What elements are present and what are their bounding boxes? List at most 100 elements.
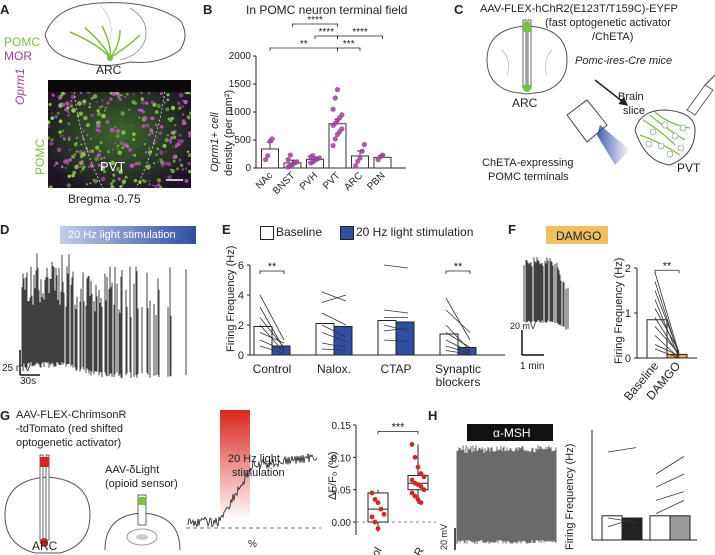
scale-y-d: 25 mV: [2, 364, 31, 374]
drug-label-f: DAMGO: [556, 230, 601, 242]
micrograph-cell: [116, 129, 121, 134]
chart-f-ylabel: Firing Frequency (Hz): [614, 258, 625, 364]
micrograph-cell: [101, 100, 103, 102]
micrograph-cell: [114, 126, 116, 128]
chart-h-pair-line: [608, 448, 636, 452]
chart-g-point: [376, 526, 381, 531]
chart-f-sig-label: **: [663, 260, 672, 272]
micrograph-cell: [144, 143, 146, 145]
micrograph-cell: [86, 134, 89, 137]
micrograph-cell: [55, 162, 58, 165]
chart-b-sig-label: ****: [318, 27, 334, 38]
micrograph-cell: [100, 141, 103, 144]
micrograph-cell: [128, 109, 130, 111]
micrograph-cell: [179, 134, 182, 137]
micrograph-cell: [79, 112, 83, 116]
micrograph-cell: [187, 151, 189, 153]
chart-b-point: [357, 155, 362, 160]
micrograph-cell: [145, 102, 148, 105]
chart-g-point: [382, 512, 387, 517]
micrograph-pvt-label: PVT: [100, 160, 125, 173]
micrograph-cell: [91, 149, 95, 153]
micrograph-cell: [88, 106, 91, 109]
chart-g-point: [413, 455, 418, 460]
micrograph-cell: [61, 92, 65, 96]
chart-h-pair-line: [656, 474, 684, 487]
panel-h-label: H: [428, 408, 437, 423]
virus-label-c: AAV-FLEX-hChR2(E123T/T159C)-EYFP: [480, 4, 678, 15]
chart-e-ylabel: Firing Frequency (Hz): [226, 246, 237, 352]
micrograph-cell: [153, 141, 157, 145]
chart-g-point: [379, 507, 384, 512]
legend-baseline-swatch: [260, 226, 274, 240]
micrograph-cell: [148, 183, 151, 186]
micrograph-cell: [122, 184, 124, 186]
micrograph-cell: [57, 148, 62, 153]
chart-g-point: [370, 514, 375, 519]
micrograph-cell: [96, 101, 98, 103]
scale-x-d: 30s: [20, 377, 36, 387]
chart-b-ytick-label: 0: [245, 163, 251, 174]
micrograph-cell: [65, 93, 67, 95]
brain-slice-label-1: Brain: [618, 92, 644, 103]
micrograph-cell: [150, 117, 153, 120]
micrograph-cell: [80, 171, 82, 173]
panel-d-label: D: [0, 222, 9, 237]
micrograph-cell: [49, 103, 52, 106]
micrograph-cell: [110, 128, 115, 133]
trace-h-spikes: [457, 445, 556, 544]
micrograph-cell: [88, 166, 90, 168]
micrograph-cell: [68, 122, 71, 125]
micrograph-cell: [71, 108, 76, 113]
micrograph-cell: [143, 179, 147, 183]
chart-e-xtick-label: Control: [253, 362, 292, 376]
g-stim-label-2: stimulation: [232, 468, 285, 479]
coronal-brain-sensor: [100, 495, 185, 555]
micrograph-cell: [159, 150, 163, 154]
micrograph-cell: [157, 178, 161, 182]
micrograph-cell: [155, 154, 157, 156]
trace-d-spikes: [22, 253, 189, 378]
chart-g-ytick-label: 0.10: [332, 453, 352, 464]
terminals-label-2: POMC terminals: [488, 172, 569, 183]
micrograph-cell: [138, 180, 142, 184]
micrograph-cell: [182, 113, 184, 115]
micrograph-cell: [132, 133, 135, 136]
chart-b-point: [286, 157, 291, 162]
micrograph-cell: [171, 133, 173, 135]
micrograph-cell: [106, 101, 110, 105]
micrograph-cell: [141, 100, 145, 104]
micrograph-cell: [171, 106, 175, 110]
micrograph-cell: [116, 134, 120, 138]
chart-b-point: [310, 153, 315, 158]
chart-b-xtick-label: ARC: [342, 170, 365, 193]
chart-b-sig-label: ****: [307, 15, 323, 26]
micrograph-cell: [132, 124, 134, 126]
chart-e-xtick-label: Synaptic: [435, 362, 481, 376]
micrograph-cell: [173, 160, 176, 163]
micrograph-cell: [145, 151, 148, 154]
chart-b-xtick-label: BNST: [271, 170, 298, 197]
micrograph-cell: [179, 93, 184, 98]
micrograph-cell: [110, 182, 113, 185]
micrograph-cell: [92, 97, 94, 99]
micrograph-cell: [107, 150, 110, 153]
chart-g-point: [410, 442, 415, 447]
chart-e-ytick-label: 0: [238, 350, 244, 362]
chart-b-sig-label: ****: [352, 27, 368, 38]
chart-b-ylabel-1: Oprm1+ cell: [210, 112, 221, 172]
micrograph-cell: [90, 138, 92, 140]
micrograph-cell: [120, 111, 124, 115]
chart-e-ytick-label: 4: [238, 290, 244, 302]
region-arc-label: ARC: [96, 64, 121, 76]
micrograph-cell: [167, 99, 170, 102]
panel-f-label: F: [508, 222, 516, 237]
micrograph-cell: [120, 141, 124, 145]
chart-b-xtick-label: PVH: [298, 170, 320, 192]
micrograph-cell: [168, 175, 172, 179]
micrograph-cell: [122, 180, 127, 185]
trace-g-stim-window: [220, 410, 250, 520]
micrograph-cell: [114, 142, 116, 144]
